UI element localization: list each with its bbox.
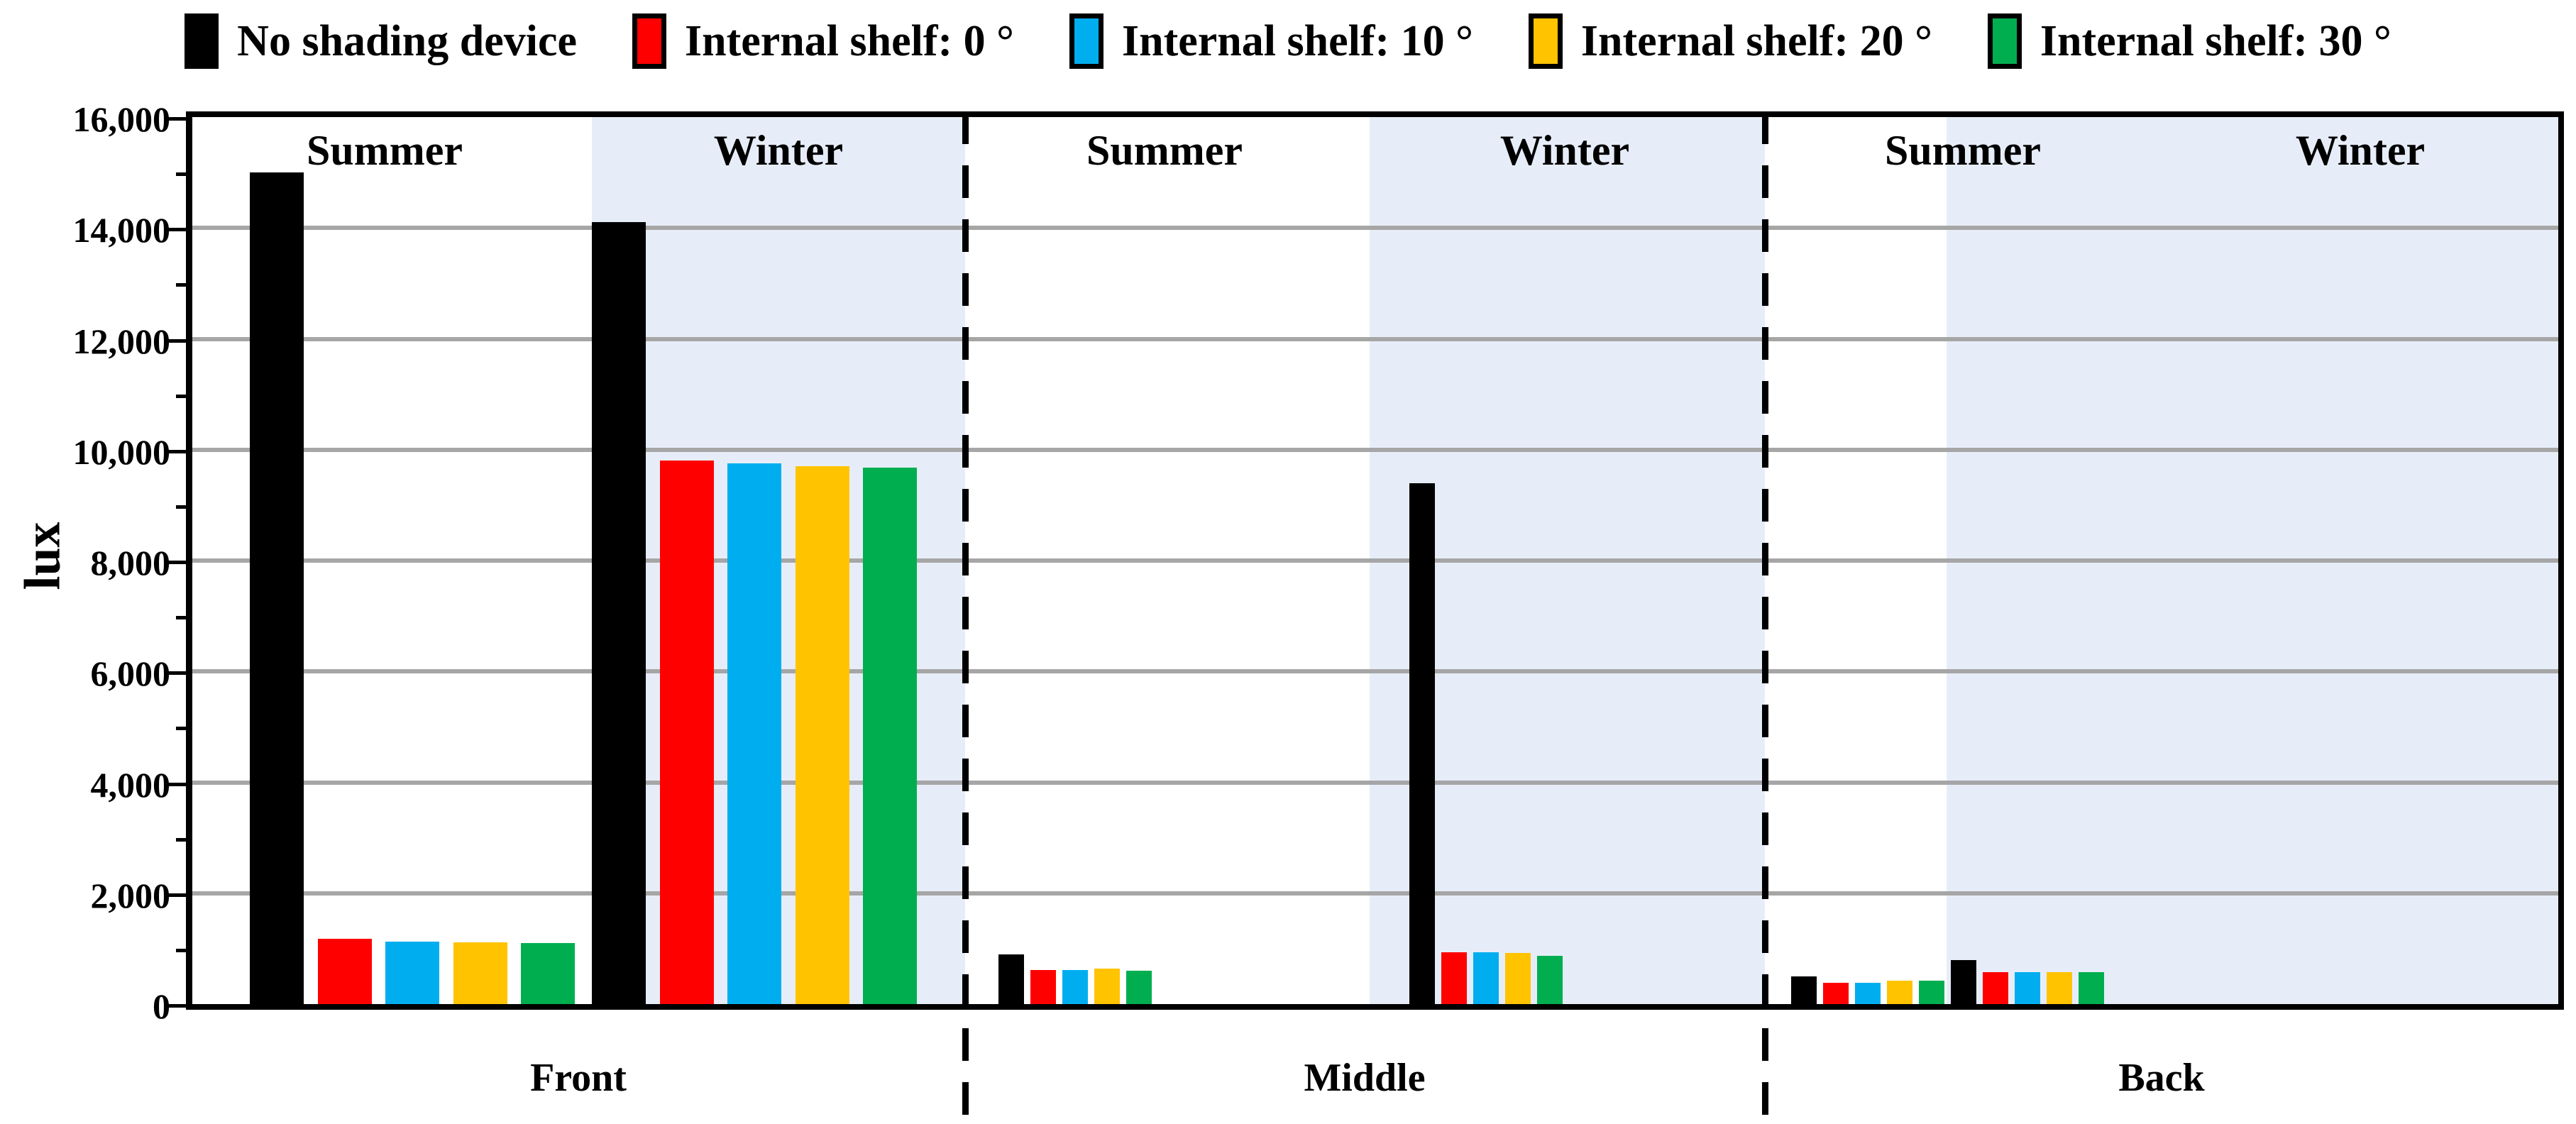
- y-tick-label: 2,000: [90, 875, 171, 915]
- y-minor-tick: [176, 172, 186, 177]
- y-major-tick: [167, 893, 186, 897]
- panel-label: Front: [530, 1056, 627, 1100]
- y-tick-label: 6,000: [90, 654, 171, 694]
- y-minor-tick: [176, 837, 186, 842]
- y-tick-label: 14,000: [72, 210, 171, 250]
- plot-border-bottom: [186, 1004, 2564, 1010]
- y-minor-tick: [176, 727, 186, 731]
- legend-swatch-icon: [1069, 13, 1103, 69]
- panel-label: Back: [2118, 1056, 2205, 1100]
- y-major-tick: [167, 338, 186, 343]
- bar-front-summer-series3: [453, 942, 507, 1004]
- legend-label: Internal shelf: 30 °: [2040, 16, 2391, 65]
- bar-middle-summer-series3: [1094, 969, 1120, 1004]
- bar-middle-winter-series3: [1505, 953, 1531, 1004]
- legend-swatch-icon: [1528, 13, 1563, 69]
- y-tick-label: 4,000: [90, 764, 171, 805]
- season-label: Winter: [2295, 127, 2426, 174]
- season-label: Summer: [1086, 127, 1243, 174]
- bar-front-winter-series1: [659, 461, 714, 1004]
- gridline: [192, 891, 2558, 896]
- y-major-tick: [167, 671, 186, 676]
- bar-back-summer-series3: [1887, 981, 1912, 1004]
- bar-middle-summer-series1: [1030, 969, 1056, 1004]
- legend-label: Internal shelf: 0 °: [685, 16, 1014, 65]
- y-major-tick: [167, 1004, 186, 1008]
- legend-item: Internal shelf: 30 °: [1987, 13, 2391, 69]
- y-major-tick: [167, 117, 186, 121]
- bar-back-winter-series4: [2079, 972, 2104, 1004]
- legend-label: Internal shelf: 20 °: [1580, 16, 1932, 65]
- bar-middle-winter-series1: [1441, 952, 1467, 1004]
- legend-swatch-icon: [1987, 13, 2022, 69]
- chart-legend: No shading device Internal shelf: 0 ° Inte…: [0, 6, 2576, 77]
- y-minor-tick: [176, 283, 186, 287]
- legend-item: Internal shelf: 0 °: [632, 13, 1014, 69]
- bar-back-summer-series2: [1855, 983, 1881, 1004]
- bar-middle-winter-series0: [1409, 483, 1435, 1004]
- y-minor-tick: [176, 505, 186, 509]
- bar-middle-summer-series0: [998, 954, 1024, 1004]
- gridline: [192, 226, 2558, 231]
- bar-back-winter-series3: [2047, 971, 2072, 1004]
- legend-item: Internal shelf: 20 °: [1528, 13, 1932, 69]
- bar-middle-summer-series2: [1062, 969, 1088, 1004]
- gridline: [192, 669, 2558, 674]
- bar-back-summer-series1: [1823, 982, 1849, 1004]
- y-tick-label: 16,000: [72, 99, 171, 139]
- bar-back-winter-series0: [1951, 960, 1976, 1004]
- plot-border-top: [186, 111, 2564, 117]
- legend-label: Internal shelf: 10 °: [1121, 16, 1473, 65]
- legend-swatch-icon: [185, 13, 219, 69]
- y-major-tick: [167, 228, 186, 232]
- y-tick-label: 0: [153, 986, 170, 1026]
- y-tick-label: 12,000: [72, 321, 171, 361]
- y-major-tick: [167, 449, 186, 453]
- bar-front-summer-series2: [385, 941, 439, 1004]
- gridline: [192, 558, 2558, 563]
- season-label: Summer: [307, 127, 463, 174]
- bar-front-winter-series2: [727, 463, 781, 1004]
- y-tick-label: 8,000: [90, 543, 171, 583]
- gridline: [192, 780, 2558, 785]
- bar-front-winter-series4: [863, 467, 917, 1004]
- y-minor-tick: [176, 948, 186, 952]
- plot-border-right: [2558, 111, 2564, 1010]
- panel-separator: [1762, 111, 1768, 1115]
- season-label: Summer: [1885, 127, 2041, 174]
- bar-back-winter-series1: [1983, 971, 2008, 1004]
- bar-front-winter-series3: [795, 466, 849, 1004]
- gridline: [192, 336, 2558, 341]
- legend-swatch-icon: [632, 13, 667, 69]
- bar-middle-summer-series4: [1126, 971, 1152, 1004]
- gridline: [192, 447, 2558, 452]
- bar-front-summer-series0: [250, 172, 304, 1004]
- legend-item: Internal shelf: 10 °: [1069, 13, 1473, 69]
- bar-back-summer-series4: [1919, 981, 1944, 1004]
- bar-back-summer-series0: [1791, 976, 1817, 1004]
- y-tick-label: 10,000: [72, 431, 171, 472]
- legend-item: No shading device: [185, 13, 577, 69]
- season-label: Winter: [713, 127, 844, 174]
- y-major-tick: [167, 782, 186, 786]
- legend-label: No shading device: [237, 16, 578, 65]
- y-minor-tick: [176, 616, 186, 620]
- bar-front-summer-series4: [521, 943, 575, 1004]
- panel-label: Middle: [1304, 1056, 1426, 1100]
- season-label: Winter: [1499, 127, 1630, 174]
- y-major-tick: [167, 561, 186, 564]
- bar-front-summer-series1: [317, 938, 372, 1004]
- bar-middle-winter-series2: [1473, 952, 1499, 1004]
- bar-front-winter-series0: [592, 222, 646, 1004]
- bar-back-winter-series2: [2015, 971, 2040, 1004]
- panel-separator: [962, 111, 969, 1115]
- bar-middle-winter-series4: [1537, 956, 1563, 1004]
- plot-border-left: [186, 111, 192, 1010]
- y-minor-tick: [176, 394, 186, 398]
